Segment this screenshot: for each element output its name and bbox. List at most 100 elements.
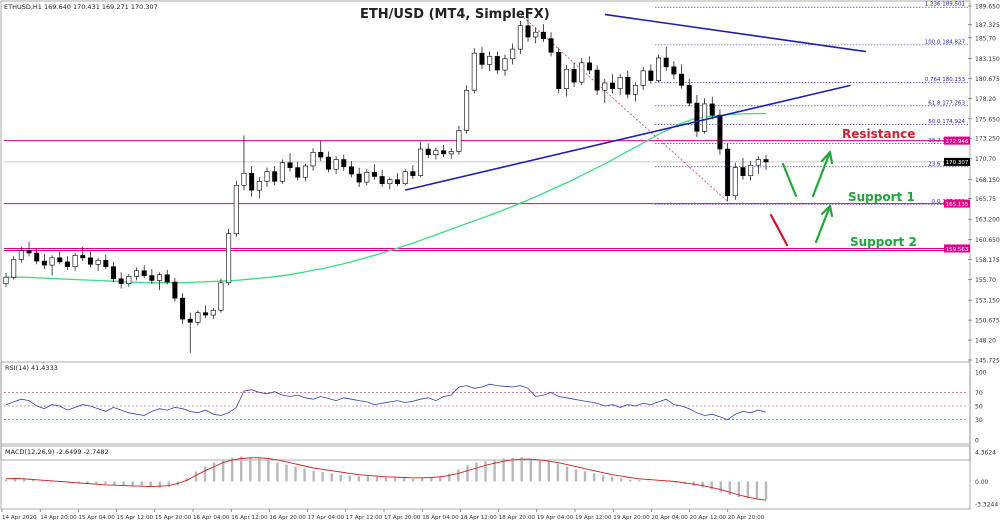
- candle-body: [241, 172, 247, 186]
- macd-histogram-bar: [330, 473, 333, 482]
- macd-histogram-bar: [375, 476, 379, 482]
- candle-body: [272, 171, 278, 182]
- candle-body: [540, 31, 546, 39]
- macd-histogram-bar: [50, 481, 53, 483]
- macd-histogram-bar: [520, 457, 523, 482]
- macd-histogram-bar: [574, 469, 578, 482]
- candle-body: [87, 257, 93, 265]
- support2-price-label: 159.563: [946, 247, 969, 253]
- macd-layer: 4.3624 0.00 -3.3244: [4, 450, 998, 509]
- candle-body: [3, 276, 9, 284]
- price-tick-label: 168.150: [975, 177, 1000, 184]
- macd-histogram-bar: [592, 473, 596, 482]
- macd-histogram-bar: [285, 464, 288, 482]
- candle-body: [341, 159, 347, 168]
- macd-histogram-bar: [710, 481, 713, 490]
- macd-histogram-bar: [728, 481, 732, 496]
- price-tick-label: 148.20: [975, 338, 996, 345]
- rsi-tick-label: 30: [975, 417, 983, 424]
- macd-histogram-bar: [303, 468, 306, 482]
- macd-histogram-bar: [755, 481, 759, 500]
- candle-body: [348, 166, 354, 175]
- candle-body: [763, 159, 769, 163]
- time-tick-label: 18 Apr 04:00: [422, 515, 459, 521]
- time-tick-label: 16 Apr 04:00: [193, 515, 230, 521]
- macd-histogram-bar: [737, 481, 741, 498]
- price-tick-label: 158.175: [975, 257, 1000, 264]
- current-price-label: 170.307: [946, 160, 969, 166]
- candle-body: [410, 171, 416, 176]
- candle-body: [648, 70, 654, 81]
- candle-body: [356, 173, 362, 183]
- macd-histogram-bar: [538, 459, 542, 482]
- candle-body: [632, 85, 638, 95]
- macd-histogram-bar: [31, 480, 35, 482]
- macd-histogram-bar: [665, 481, 668, 483]
- candle-body: [479, 52, 485, 65]
- macd-histogram-bar: [249, 457, 252, 482]
- price-tick-label: 145.725: [975, 358, 1000, 365]
- candle-body: [49, 257, 55, 266]
- candle-body: [164, 274, 170, 283]
- time-tick-label: 14 Apr 20:00: [40, 515, 77, 521]
- macd-histogram-bar: [764, 481, 768, 500]
- candle-body: [149, 275, 155, 281]
- macd-histogram-bar: [583, 471, 587, 482]
- arrow-up-green-2: [814, 204, 832, 244]
- candle-body: [134, 270, 140, 277]
- macd-histogram-bar: [384, 477, 388, 482]
- macd-histogram-bar: [339, 474, 342, 482]
- candle-body: [72, 255, 78, 268]
- time-tick-label: 20 Apr 12:00: [690, 515, 727, 521]
- macd-histogram-bar: [502, 458, 505, 482]
- macd-histogram-bar: [221, 459, 225, 482]
- price-tick-label: 183.150: [975, 56, 1000, 63]
- candle-body: [502, 58, 508, 71]
- candle-body: [725, 148, 731, 197]
- candle-body: [533, 31, 539, 38]
- candle-body: [233, 185, 239, 234]
- macd-histogram-bar: [86, 481, 89, 484]
- candle-body: [118, 278, 124, 284]
- price-tick-label: 175.650: [975, 116, 1000, 123]
- macd-histogram-bar: [466, 465, 469, 482]
- candle-body: [702, 103, 708, 132]
- time-tick-label: 16 Apr 12:00: [231, 515, 268, 521]
- macd-histogram-bar: [4, 479, 8, 482]
- candle-body: [302, 165, 308, 178]
- candle-body: [602, 82, 608, 91]
- candle-body: [487, 56, 493, 65]
- rsi-tick-label: 100: [975, 370, 987, 377]
- macd-histogram-bar: [294, 466, 297, 482]
- candle-body: [187, 318, 193, 323]
- candle-body: [686, 85, 692, 104]
- price-tick-label: 185.70: [975, 35, 996, 42]
- time-tick-label: 15 Apr 20:00: [155, 515, 192, 521]
- macd-histogram-bar: [131, 481, 134, 487]
- candle-body: [279, 162, 285, 182]
- support1-price-box: [944, 199, 970, 208]
- fib-label: 50.0 174.924: [928, 119, 965, 125]
- candle-body: [671, 66, 677, 75]
- candle-body: [180, 297, 186, 320]
- macd-histogram-bar: [411, 478, 415, 482]
- time-tick-label: 17 Apr 04:00: [308, 515, 345, 521]
- price-tick-label: 173.250: [975, 136, 1000, 143]
- candle-body: [510, 48, 516, 60]
- macd-histogram-bar: [203, 466, 207, 482]
- macd-histogram-bar: [719, 481, 722, 493]
- time-tick-label: 20 Apr 20:00: [728, 515, 765, 521]
- macd-histogram-bar: [366, 476, 370, 482]
- candle-body: [556, 52, 562, 89]
- candle-body: [141, 270, 147, 276]
- time-tick-label: 18 Apr 20:00: [499, 515, 536, 521]
- macd-tick-label: 4.3624: [975, 450, 996, 457]
- candle-body: [448, 151, 454, 155]
- arrowhead-up-2: [820, 204, 834, 218]
- candle-body: [586, 62, 592, 71]
- candle-body: [80, 255, 86, 259]
- arrow-up-green: [811, 150, 832, 198]
- macd-histogram-bar: [267, 459, 270, 482]
- macd-histogram-bar: [240, 456, 243, 482]
- macd-histogram-bar: [113, 481, 116, 485]
